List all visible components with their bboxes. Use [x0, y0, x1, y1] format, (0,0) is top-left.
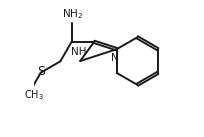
Text: S: S — [38, 65, 45, 79]
Text: CH$_3$: CH$_3$ — [24, 88, 44, 102]
Text: NH: NH — [71, 47, 86, 57]
Text: N: N — [111, 53, 119, 63]
Text: NH$_2$: NH$_2$ — [62, 8, 83, 21]
